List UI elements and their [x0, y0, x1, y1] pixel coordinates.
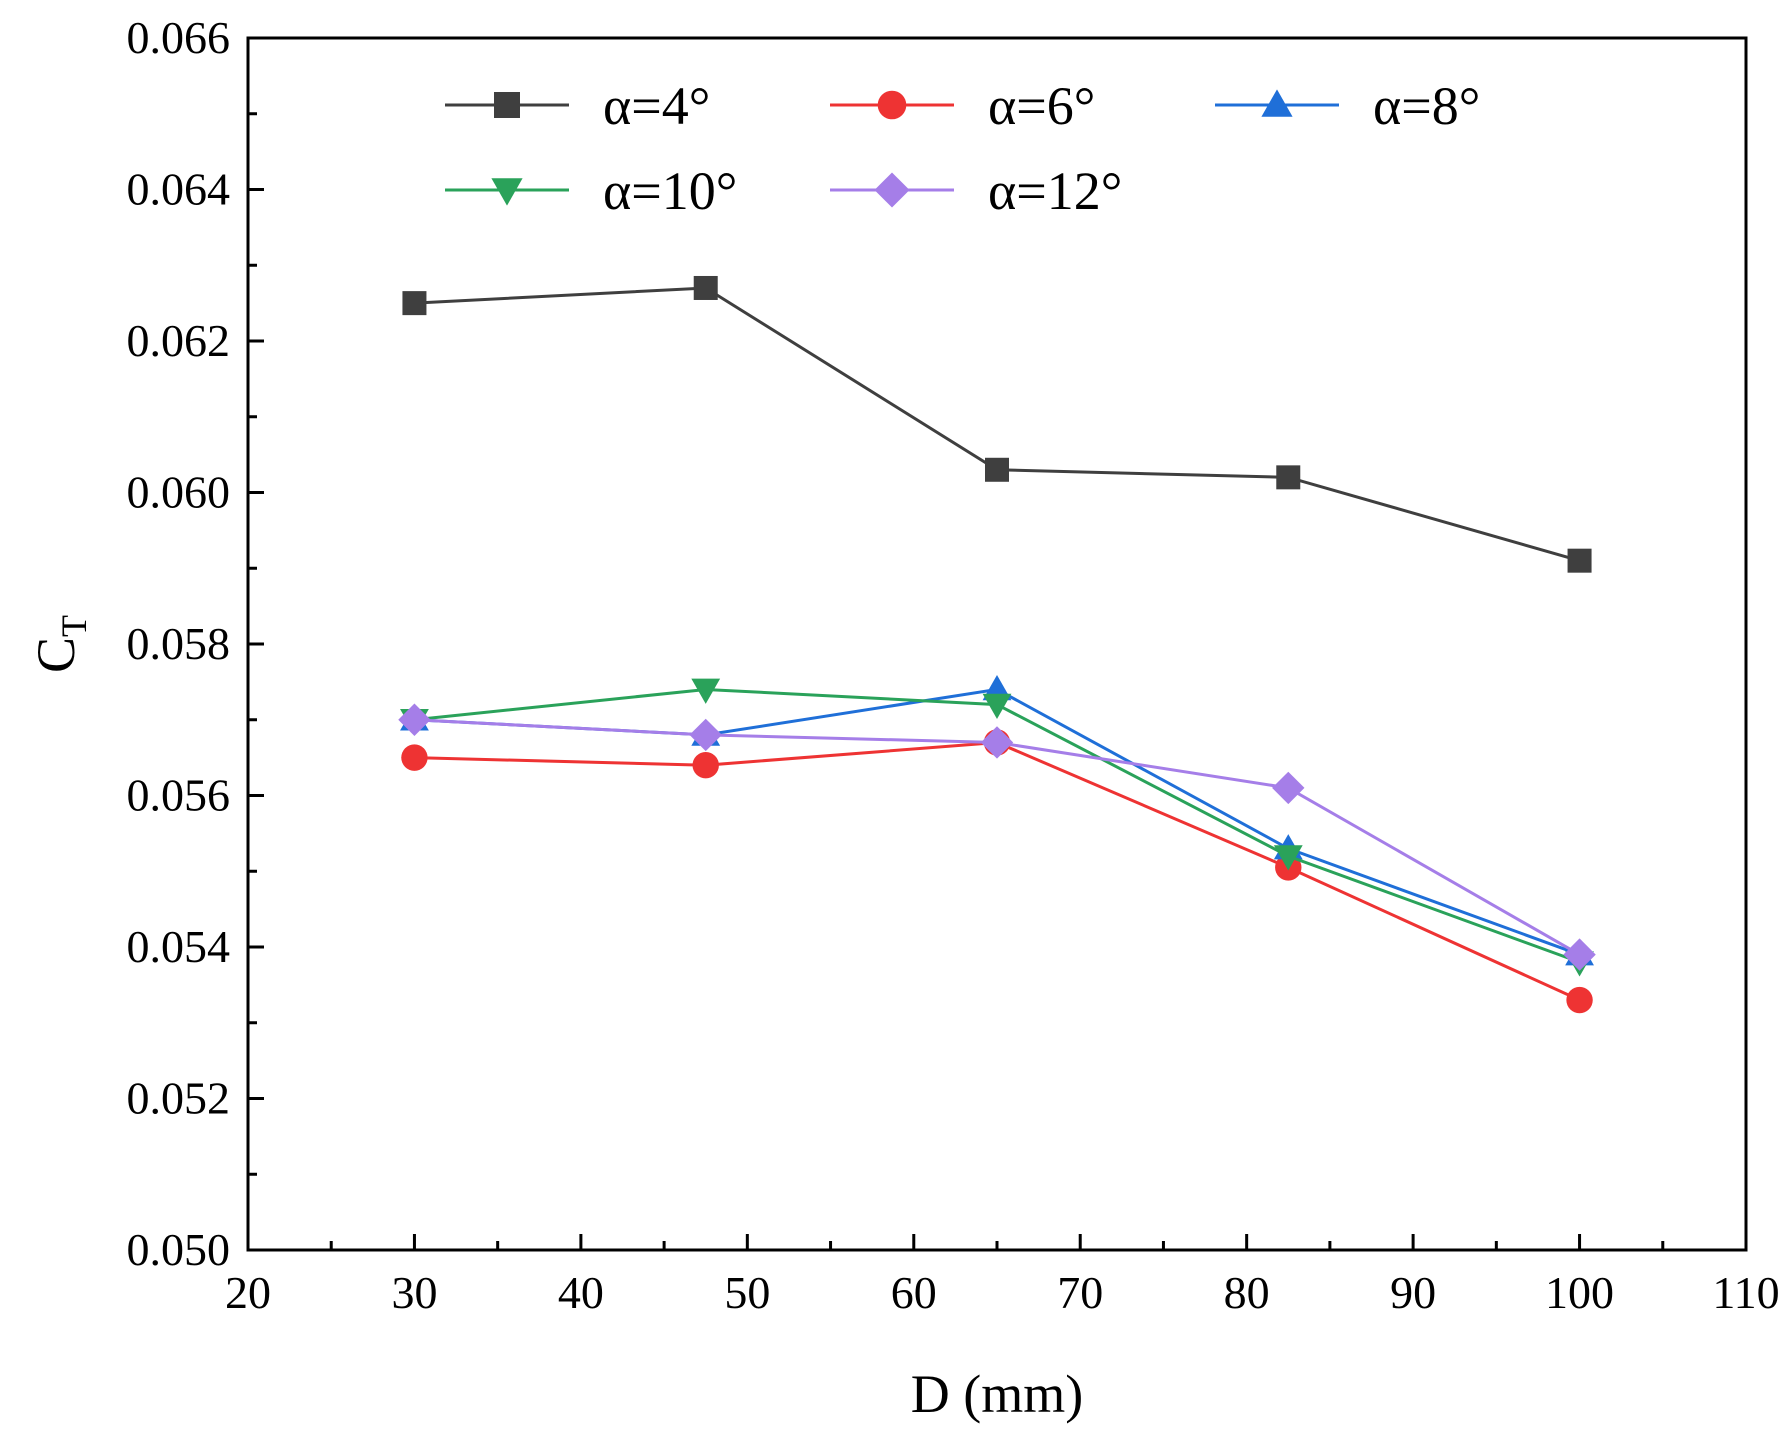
data-point — [398, 703, 431, 736]
y-tick-label: 0.062 — [127, 315, 231, 366]
legend-label: α=10° — [603, 161, 737, 221]
y-tick-label: 0.058 — [127, 618, 231, 669]
series-2 — [401, 729, 1593, 1014]
x-tick-label: 50 — [724, 1267, 770, 1318]
y-tick-label: 0.054 — [127, 921, 231, 972]
series-1 — [402, 275, 1592, 573]
legend-label: α=8° — [1373, 76, 1480, 136]
data-point — [1272, 771, 1305, 805]
data-point — [1566, 986, 1593, 1014]
data-point — [1567, 548, 1592, 573]
y-axis-title: CT — [26, 615, 94, 673]
data-point — [1273, 845, 1303, 871]
data-point — [689, 718, 722, 752]
legend: α=4° α=6° α=8° α=10° α=12° — [445, 76, 1480, 221]
series-4 — [400, 678, 1594, 977]
x-tick-label: 80 — [1224, 1267, 1270, 1318]
legend-item: α=6° — [830, 76, 1095, 136]
legend-marker — [874, 172, 910, 208]
legend-marker — [1261, 89, 1293, 117]
x-tick-label: 90 — [1390, 1267, 1436, 1318]
x-tick-label: 110 — [1712, 1267, 1779, 1318]
series-line — [414, 286, 1580, 563]
y-tick-label: 0.056 — [127, 770, 231, 821]
y-tick-label: 0.060 — [127, 467, 231, 518]
y-axis-title-main: C — [26, 637, 86, 673]
series-line — [414, 740, 1581, 1002]
legend-label: α=4° — [603, 76, 710, 136]
legend-item: α=8° — [1215, 76, 1480, 136]
legend-marker — [877, 90, 907, 120]
data-point — [402, 291, 427, 316]
y-axis-title-subscript: T — [54, 615, 94, 637]
legend-item: α=10° — [445, 161, 737, 221]
data-point — [691, 678, 721, 704]
data-point — [980, 726, 1014, 759]
x-tick-label: 40 — [558, 1267, 604, 1318]
data-point — [401, 744, 428, 771]
legend-label: α=12° — [988, 161, 1122, 221]
x-tick-label: 30 — [391, 1267, 437, 1318]
data-point — [692, 752, 719, 779]
x-tick-label: 70 — [1057, 1267, 1103, 1318]
legend-label: α=6° — [988, 76, 1095, 136]
x-tick-label: 20 — [225, 1267, 271, 1318]
legend-item: α=4° — [445, 76, 710, 136]
series-group — [398, 275, 1596, 1014]
data-point — [1563, 938, 1596, 971]
data-point — [985, 457, 1009, 482]
y-tick-label: 0.050 — [127, 1224, 231, 1275]
series-5 — [398, 703, 1596, 971]
data-point — [1276, 465, 1301, 490]
legend-marker — [491, 178, 523, 206]
data-point — [693, 275, 718, 300]
x-tick-label: 100 — [1545, 1267, 1614, 1318]
data-point — [982, 693, 1012, 719]
y-tick-label: 0.052 — [127, 1073, 231, 1124]
x-axis-title: D (mm) — [911, 1364, 1083, 1424]
y-tick-label: 0.064 — [127, 164, 231, 215]
legend-item: α=12° — [830, 161, 1122, 221]
axes-ticks: 20 30 40 50 60 70 80 90 100 110 0.050 0.052 0.054 0.0… — [127, 12, 1780, 1318]
y-tick-label: 0.066 — [127, 12, 231, 63]
legend-marker — [494, 92, 520, 118]
x-tick-label: 60 — [891, 1267, 937, 1318]
